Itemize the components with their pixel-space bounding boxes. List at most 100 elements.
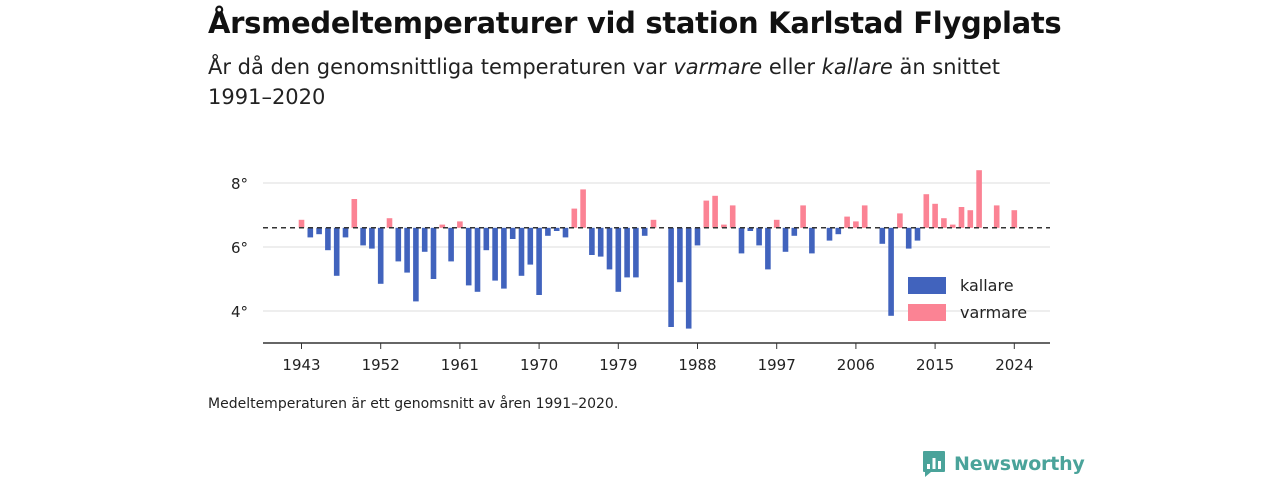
x-tick-label: 2024 <box>995 356 1033 374</box>
bar-varmare <box>967 210 974 228</box>
bar-kallare <box>597 227 604 257</box>
bar-kallare <box>333 227 340 276</box>
bar-varmare <box>844 216 850 228</box>
x-axis: 1943 1952 1961 1970 1979 1988 1997 2006 2015 2024 <box>263 342 1050 374</box>
bar-varmare <box>993 205 1000 228</box>
bar-kallare <box>509 227 516 239</box>
bar-kallare <box>474 227 481 292</box>
bar-kallare <box>624 227 630 278</box>
bar-kallare <box>545 227 551 236</box>
bar-kallare <box>518 227 525 276</box>
legend: kallare varmare <box>908 276 1027 322</box>
y-tick-label: 6° <box>231 239 248 257</box>
bar-varmare <box>853 221 859 228</box>
legend-label-kallare: kallare <box>960 276 1014 295</box>
bar-kallare <box>914 227 921 241</box>
bar-varmare <box>958 207 965 228</box>
bar-kallare <box>501 227 507 289</box>
y-axis-ticks: 4° 6° 8° <box>231 175 248 321</box>
bar-varmare <box>439 224 446 228</box>
bar-varmare <box>650 219 657 228</box>
x-tick-label: 1970 <box>520 356 558 374</box>
newsworthy-logo-icon <box>923 451 945 477</box>
bar-kallare <box>377 227 384 284</box>
bar-varmare <box>1011 210 1018 228</box>
bar-kallare <box>905 227 912 249</box>
bar-kallare <box>641 227 648 236</box>
bar-kallare <box>325 227 331 251</box>
subtitle-part: eller <box>762 55 822 79</box>
bar-kallare <box>677 227 683 283</box>
bar-kallare <box>738 227 745 254</box>
bar-varmare <box>941 218 947 228</box>
bar-varmare <box>861 205 868 228</box>
bar-varmare <box>729 205 736 228</box>
bar-kallare <box>395 227 402 262</box>
bar-varmare <box>932 203 938 228</box>
legend-label-varmare: varmare <box>960 303 1027 322</box>
bar-kallare <box>685 227 692 329</box>
subtitle-part: än snittet 1991–2020 <box>208 55 1001 109</box>
x-tick-label: 1943 <box>282 356 320 374</box>
bar-kallare <box>756 227 762 246</box>
bar-kallare <box>791 227 798 236</box>
bars <box>298 170 1018 329</box>
bar-kallare <box>448 227 454 262</box>
bar-kallare <box>492 227 498 281</box>
bar-varmare <box>712 195 718 228</box>
bar-kallare <box>782 227 789 252</box>
brand-logo[interactable]: Newsworthy <box>922 450 1085 478</box>
subtitle-warm-word: varmare <box>673 55 763 79</box>
bar-kallare <box>413 227 419 302</box>
x-tick-label: 1988 <box>678 356 716 374</box>
x-tick-label: 1961 <box>441 356 479 374</box>
bar-varmare <box>571 208 578 228</box>
bar-kallare <box>888 227 894 316</box>
footnote: Medeltemperaturen är ett genomsnitt av å… <box>208 396 619 412</box>
bar-kallare <box>404 227 410 273</box>
bar-kallare <box>369 227 375 249</box>
bar-kallare <box>342 227 349 238</box>
subtitle-part: År då den genomsnittliga temperaturen va… <box>208 55 674 79</box>
bar-kallare <box>606 227 613 270</box>
temperature-bar-chart: 4° 6° 8° 1943 1952 1961 1970 1979 1988 1997 2006 2… <box>231 170 1050 374</box>
bar-kallare <box>826 227 833 241</box>
bar-varmare <box>800 205 806 228</box>
bar-kallare <box>765 227 771 270</box>
bar-kallare <box>668 227 674 327</box>
bar-kallare <box>360 227 366 246</box>
bar-varmare <box>351 199 358 228</box>
bar-varmare <box>386 218 393 228</box>
bar-varmare <box>897 213 903 228</box>
bar-varmare <box>949 224 956 228</box>
bar-kallare <box>615 227 622 292</box>
bar-varmare <box>923 194 930 228</box>
chart-title: Årsmedeltemperaturer vid station Karlsta… <box>208 6 1062 40</box>
x-tick-label: 2006 <box>837 356 875 374</box>
subtitle-cold-word: kallare <box>821 55 893 79</box>
bar-varmare <box>580 189 586 228</box>
bar-kallare <box>483 227 490 251</box>
bar-kallare <box>430 227 437 279</box>
bar-varmare <box>457 221 463 228</box>
bar-varmare <box>703 200 710 228</box>
bar-kallare <box>465 227 472 286</box>
bar-kallare <box>307 227 314 238</box>
bar-varmare <box>976 170 982 228</box>
bar-kallare <box>835 227 842 235</box>
legend-swatch-kallare <box>908 277 946 294</box>
bar-kallare <box>589 227 595 255</box>
x-tick-label: 1997 <box>758 356 796 374</box>
chart-subtitle: År då den genomsnittliga temperaturen va… <box>208 52 1028 112</box>
bar-varmare <box>721 224 727 228</box>
x-tick-label: 1979 <box>599 356 637 374</box>
bar-kallare <box>633 227 639 278</box>
bar-varmare <box>298 219 305 228</box>
bar-varmare <box>773 219 780 228</box>
bar-kallare <box>553 227 560 231</box>
legend-swatch-varmare <box>908 304 946 321</box>
x-tick-label: 1952 <box>362 356 400 374</box>
bar-kallare <box>694 227 701 246</box>
x-tick-label: 2015 <box>916 356 954 374</box>
bar-kallare <box>421 227 428 252</box>
